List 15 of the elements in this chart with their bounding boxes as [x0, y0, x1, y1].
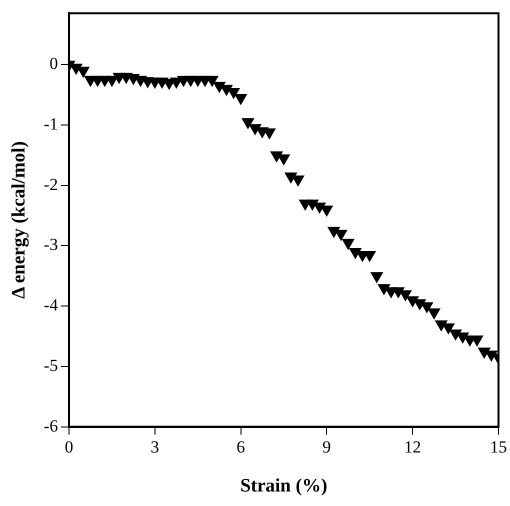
y-axis-title: Δ energy (kcal/mol)	[8, 141, 30, 299]
y-tick-label: -1	[44, 114, 58, 134]
x-tick-label: 15	[490, 437, 507, 456]
y-tick-label: -5	[44, 356, 58, 375]
x-tick-label: 12	[404, 437, 422, 456]
x-axis-title: Strain (%)	[240, 476, 328, 497]
x-tick-label: 9	[322, 437, 331, 456]
y-tick-label: -4	[44, 296, 58, 315]
y-tick-label: -3	[44, 235, 58, 254]
x-tick-label: 0	[64, 437, 74, 456]
y-tick-label: 0	[49, 54, 58, 73]
x-tick-label: 3	[150, 437, 160, 456]
x-tick-label: 6	[236, 437, 246, 456]
y-tick-label: -6	[44, 416, 58, 436]
y-tick-label: -2	[44, 174, 58, 194]
